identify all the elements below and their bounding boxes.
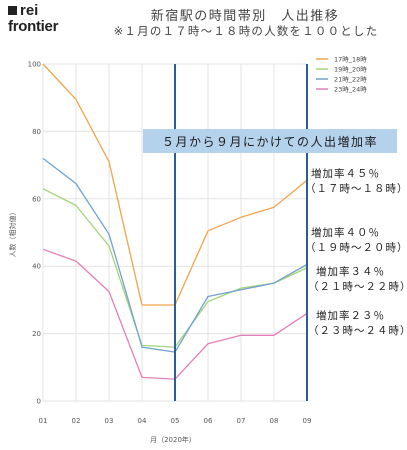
x-tick-label: 01 xyxy=(39,417,48,425)
x-tick-label: 05 xyxy=(171,417,180,425)
x-tick-labels: 01 02 03 04 05 06 07 08 09 xyxy=(39,417,312,425)
chart-subtitle: ※１月の１７時～１８時の人数を１００とした xyxy=(113,24,379,38)
logo: rei frontier xyxy=(8,2,78,38)
y-tick-label: 20 xyxy=(32,330,41,338)
logo-square-icon xyxy=(8,6,17,15)
y-tick-label: 80 xyxy=(32,128,41,136)
legend-label: 23時_24時 xyxy=(334,85,367,93)
annotation-period: （２１時～２２時） xyxy=(308,281,407,293)
chart-title: 新宿駅の時間帯別 人出推移 xyxy=(150,9,340,24)
legend-label: 19時_20時 xyxy=(334,65,367,73)
annotation-17-18: 増加率４５％ （１７時～１８時） xyxy=(305,167,407,195)
x-tick-label: 09 xyxy=(303,417,312,425)
x-tick-label: 07 xyxy=(237,417,246,425)
y-tick-labels: 0 20 40 60 80 100 xyxy=(28,61,41,406)
x-axis-label: 月（2020年） xyxy=(150,435,196,444)
logo-line2: frontier xyxy=(8,18,59,35)
logo-line1: rei xyxy=(20,2,39,19)
x-tick-label: 06 xyxy=(204,417,213,425)
y-tick-label: 60 xyxy=(32,195,41,203)
banner-text: ５月から９月にかけての人出増加率 xyxy=(162,134,378,149)
y-tick-label: 40 xyxy=(32,263,41,271)
annotation-rate: 増加率２３％ xyxy=(316,309,385,322)
annotation-rate: 増加率４０％ xyxy=(311,226,380,239)
x-tick-label: 08 xyxy=(270,417,279,425)
y-tick-label: 100 xyxy=(28,61,41,69)
y-tick-label: 0 xyxy=(37,398,41,406)
annotation-rate: 増加率３４％ xyxy=(316,265,385,278)
x-tick-label: 04 xyxy=(138,417,147,425)
month-marker-lines xyxy=(174,64,308,401)
y-axis-label: 人数（相対値） xyxy=(8,209,17,258)
annotation-23-24: 増加率２３％ （２３時～２４時） xyxy=(308,309,407,337)
annotation-period: （１７時～１８時） xyxy=(305,183,407,195)
x-tick-label: 03 xyxy=(105,417,114,425)
x-tick-label: 02 xyxy=(72,417,81,425)
annotation-19-20: 増加率４０％ （１９時～２０時） xyxy=(305,226,407,254)
annotation-period: （２３時～２４時） xyxy=(308,325,407,337)
banner-background xyxy=(143,129,397,153)
legend-label: 21時_22時 xyxy=(334,75,367,83)
annotation-21-22: 増加率３４％ （２１時～２２時） xyxy=(308,265,407,293)
annotation-rate: 増加率４５％ xyxy=(311,167,380,180)
annotation-period: （１９時～２０時） xyxy=(305,242,407,254)
legend-label: 17時_18時 xyxy=(334,55,367,63)
legend: 17時_18時 19時_20時 21時_22時 23時_24時 xyxy=(316,55,367,93)
